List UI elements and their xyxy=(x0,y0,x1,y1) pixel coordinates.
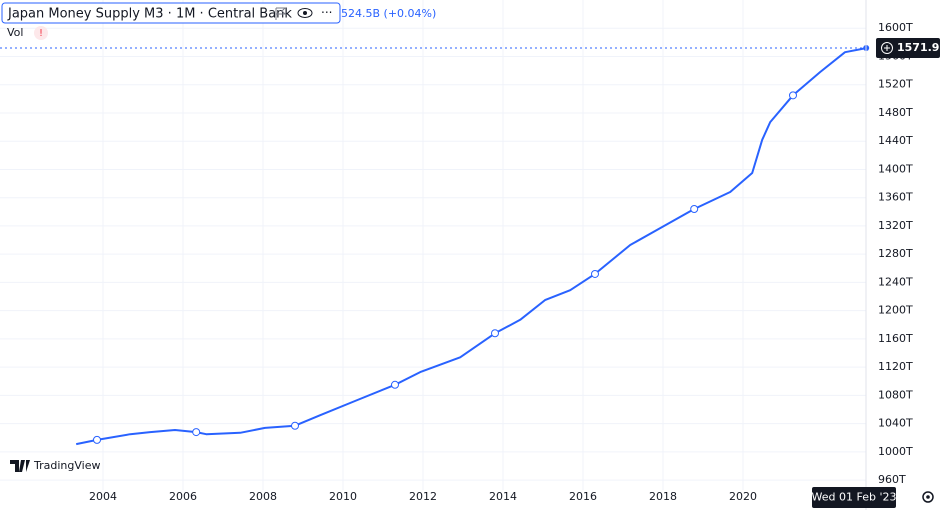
y-tick-label: 1440T xyxy=(878,134,913,147)
plus-sign xyxy=(884,45,890,52)
y-tick-label: 1360T xyxy=(878,191,913,204)
warning-label: ! xyxy=(39,28,43,39)
y-tick-label: 1320T xyxy=(878,219,913,232)
axes: 960T 1000T 1040T 1080T 1120T 1160T 1200T 1240T 1… xyxy=(89,21,940,508)
y-tick-label: 1480T xyxy=(878,106,913,119)
settings-icon[interactable] xyxy=(922,491,934,503)
y-tick-label: 1160T xyxy=(878,332,913,345)
gear-center xyxy=(926,495,930,499)
plot xyxy=(0,45,870,446)
y-tick-label: 1040T xyxy=(878,417,913,430)
title-box[interactable] xyxy=(1,2,341,24)
data-marker xyxy=(591,269,599,278)
logo-mark xyxy=(10,460,30,472)
crosshair-date-label: Wed 01 Feb '23 xyxy=(812,491,897,504)
y-tick-label: 1280T xyxy=(878,247,913,260)
x-tick-label: 2006 xyxy=(169,490,197,503)
gear[interactable] xyxy=(922,491,934,503)
x-tick-label: 2004 xyxy=(89,490,117,503)
y-tick-label: 1400T xyxy=(878,162,913,175)
tradingview-logo: TradingView xyxy=(10,459,100,472)
eye-pupil xyxy=(303,11,307,15)
data-marker xyxy=(491,329,499,338)
chart-title: Japan Money Supply M3 · 1M · Central Ban… xyxy=(7,7,292,22)
grid xyxy=(0,0,866,490)
crosshair-date-box xyxy=(812,487,896,508)
plus-icon xyxy=(881,42,893,55)
flag-icon[interactable] xyxy=(275,7,287,20)
data-marker xyxy=(789,91,797,100)
y-tick-label: 1200T xyxy=(878,304,913,317)
more-icon[interactable]: ··· xyxy=(321,6,332,20)
data-marker xyxy=(690,204,699,213)
volume-label: Vol xyxy=(7,26,23,39)
data-marker xyxy=(93,435,101,444)
y-tick-label: 1520T xyxy=(878,78,913,91)
x-tick-label: 2008 xyxy=(249,490,277,503)
y-tick-label: 1120T xyxy=(878,360,913,373)
change-label: 524.5B (+0.04%) xyxy=(341,7,436,20)
y-tick-label: 1000T xyxy=(878,445,913,458)
x-tick-label: 2018 xyxy=(649,490,677,503)
x-tick-label: 2020 xyxy=(729,490,757,503)
x-tick-label: 2014 xyxy=(489,490,517,503)
warning-badge[interactable] xyxy=(34,26,48,40)
data-marker xyxy=(391,380,399,389)
last-value-box xyxy=(876,38,940,59)
data-marker xyxy=(192,428,201,437)
y-tick-label: 960T xyxy=(878,473,906,486)
y-tick-label: 1600T xyxy=(878,21,913,34)
x-tick-label: 2016 xyxy=(569,490,597,503)
y-tick-label: 1240T xyxy=(878,275,913,288)
x-tick-label: 2012 xyxy=(409,490,437,503)
y-tick-label: 1080T xyxy=(878,388,913,401)
data-marker xyxy=(291,421,299,430)
brand-label: TradingView xyxy=(33,459,100,472)
eye-icon[interactable] xyxy=(297,8,313,18)
x-tick-label: 2010 xyxy=(329,490,357,503)
last-value-label: 1571.94 xyxy=(897,41,940,54)
